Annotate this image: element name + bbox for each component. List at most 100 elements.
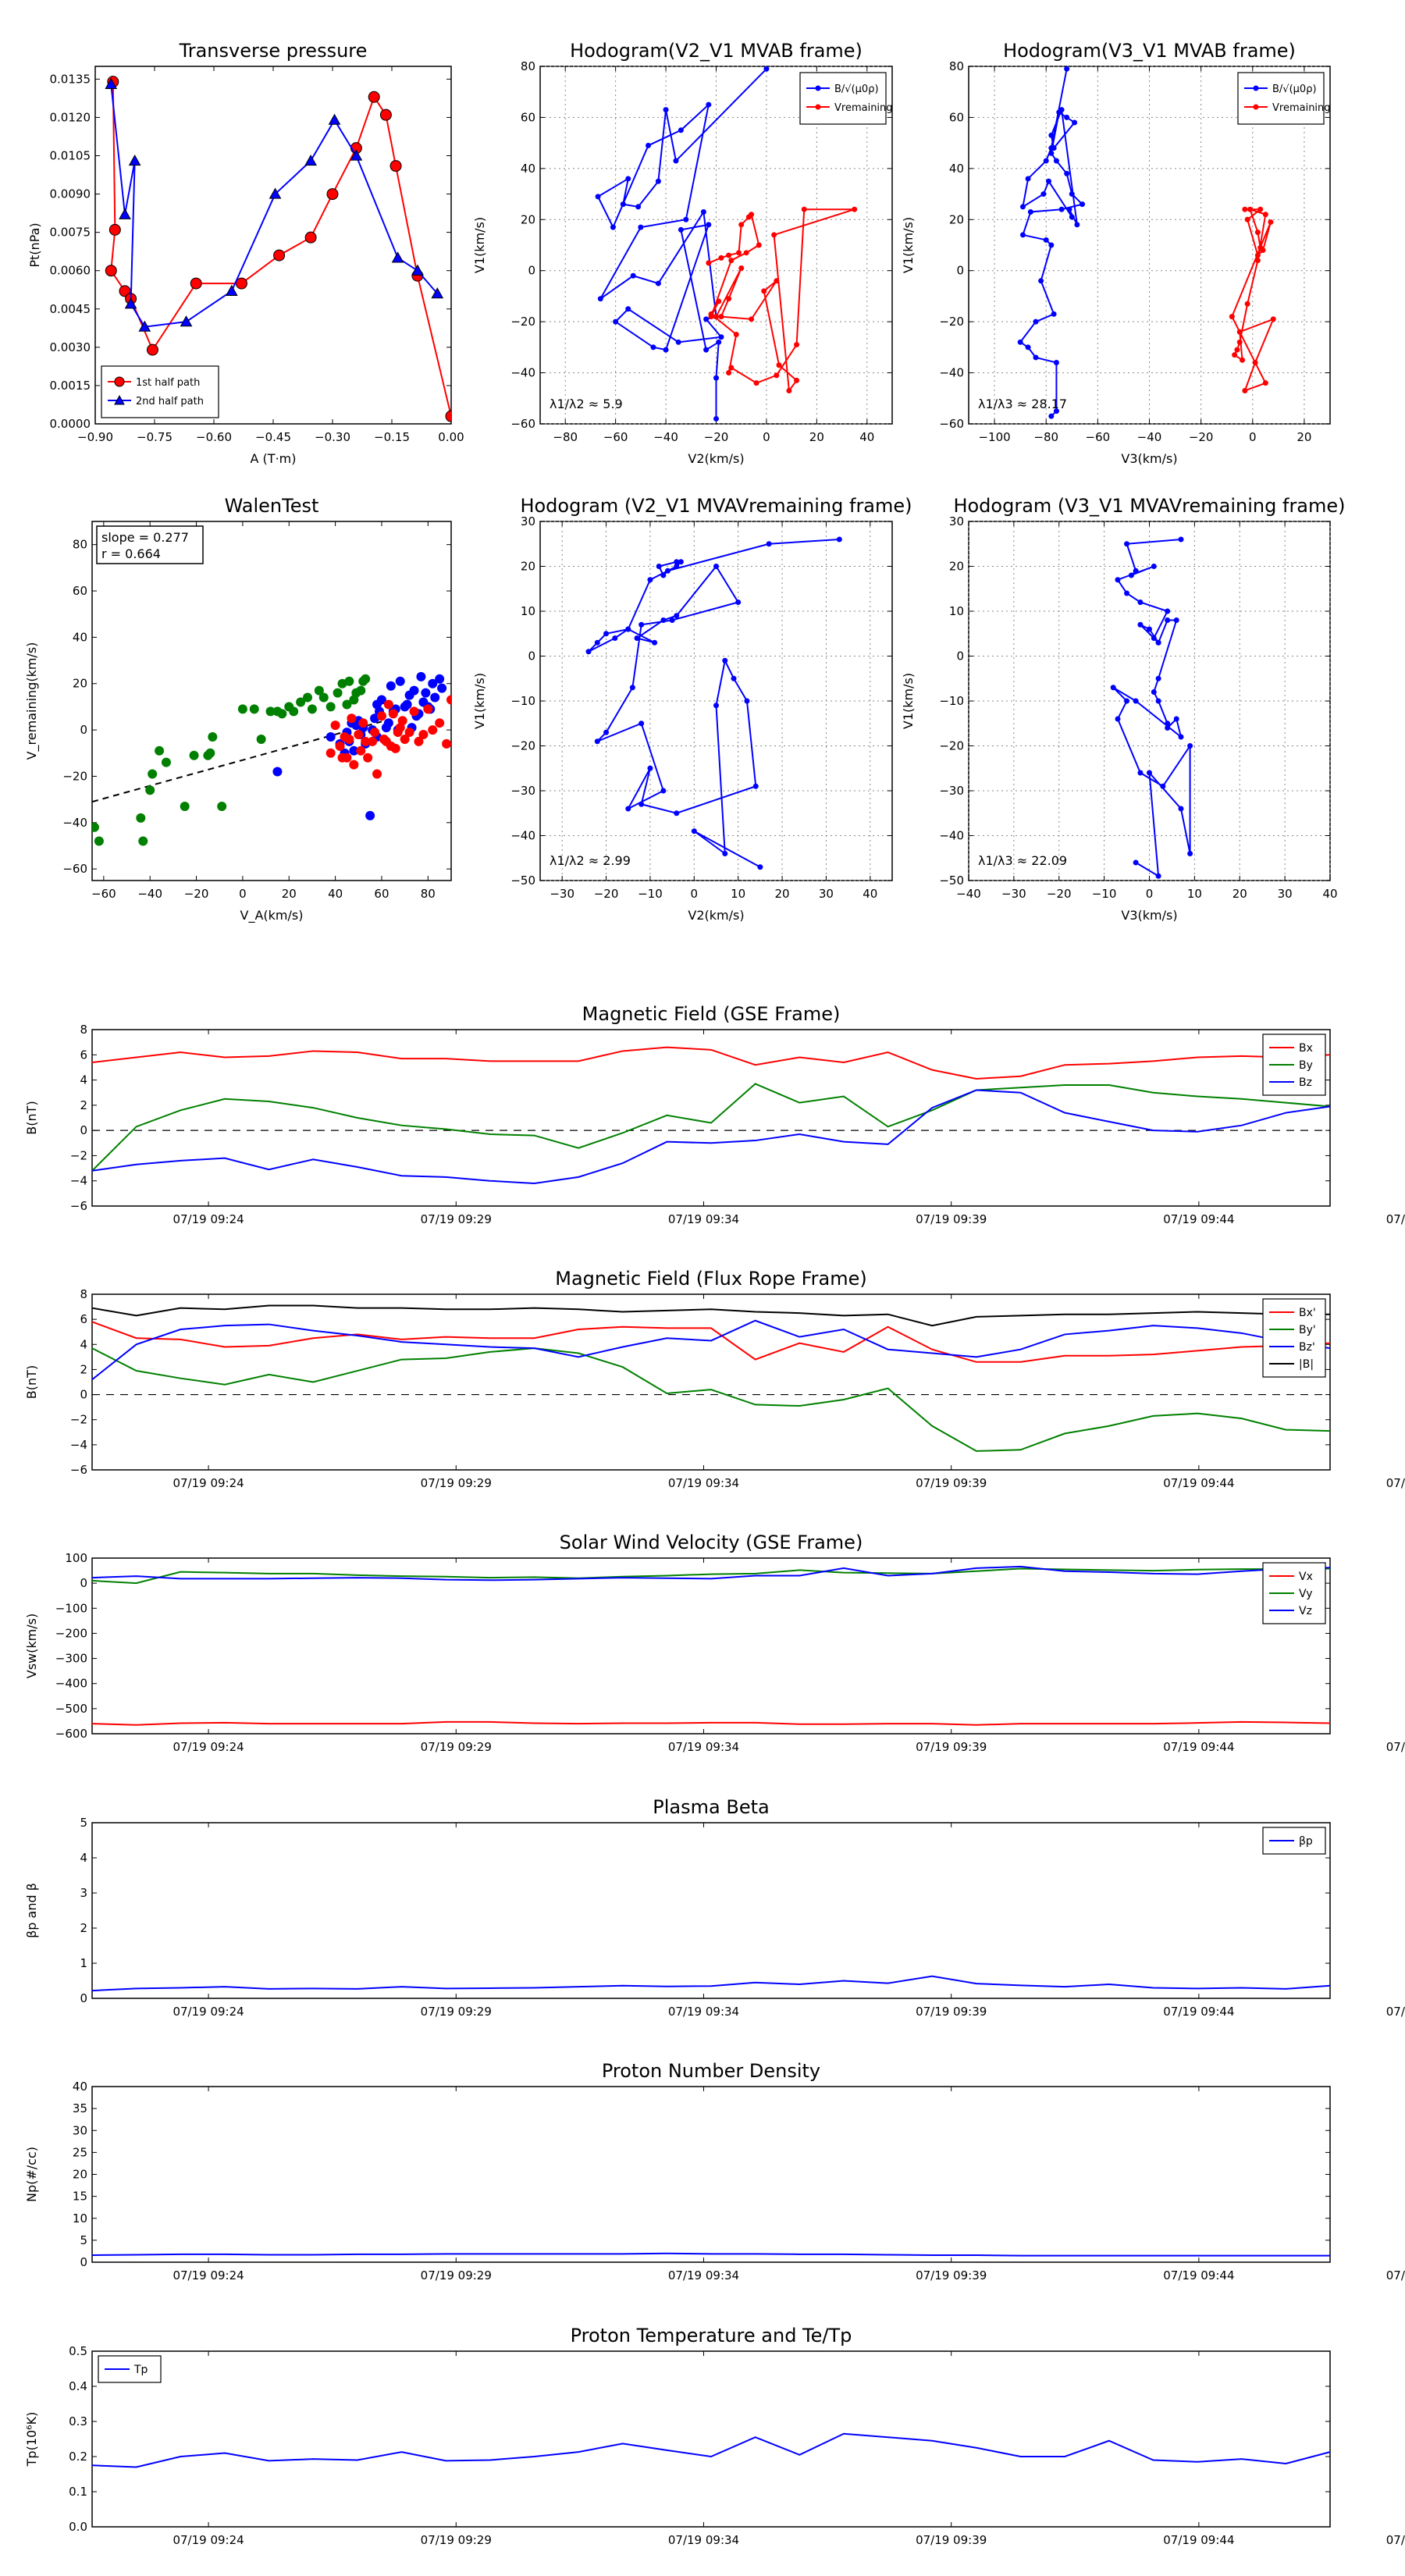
legend-label: Bx <box>1299 1042 1313 1055</box>
legend-marker <box>815 104 821 110</box>
data-point <box>304 231 317 244</box>
data-point <box>726 370 732 376</box>
data-point <box>663 347 669 353</box>
x-tick-label: 07/19 09:29 <box>421 2268 492 2282</box>
y-tick-label: −4 <box>70 1438 87 1452</box>
data-point <box>706 222 712 228</box>
data-point <box>625 626 631 632</box>
data-point <box>638 801 645 807</box>
data-point <box>416 671 426 681</box>
y-tick-label: −20 <box>939 739 964 753</box>
chart-title: Magnetic Field (GSE Frame) <box>582 1003 841 1025</box>
legend-label: By' <box>1299 1324 1316 1336</box>
chart-beta: Plasma Beta 0 1 2 3 4 5 07/19 09:24 07/19 09:29 0… <box>24 1796 1405 2019</box>
data-point <box>722 851 728 856</box>
data-point <box>361 736 371 746</box>
y-tick-label: −2 <box>70 1413 87 1427</box>
data-point <box>713 314 719 320</box>
data-point <box>146 343 158 356</box>
x-tick-label: −30 <box>550 887 574 901</box>
x-tick-label: −40 <box>137 887 162 901</box>
data-point <box>402 699 412 710</box>
data-point <box>738 222 745 228</box>
data-point <box>776 362 782 368</box>
plot-frame <box>91 1293 1331 1471</box>
y-tick-label: 20 <box>73 677 87 691</box>
y-tick-label: 4 <box>80 1073 87 1087</box>
data-point <box>638 720 645 727</box>
data-point <box>656 564 662 569</box>
data-point <box>349 745 359 756</box>
data-point <box>660 617 667 623</box>
y-tick-label: 40 <box>73 2080 87 2094</box>
data-point <box>1165 617 1171 623</box>
data-point <box>307 704 317 714</box>
data-point <box>1254 252 1261 258</box>
data-point <box>756 242 762 248</box>
y-tick-label: 40 <box>521 162 535 176</box>
data-point <box>691 828 697 834</box>
series-line-0 <box>91 2252 1330 2257</box>
x-tick-label: −30 <box>1001 887 1026 901</box>
y-tick-label: −200 <box>55 1626 87 1640</box>
data-point <box>442 738 451 749</box>
data-point <box>749 316 755 322</box>
data-point <box>753 380 759 386</box>
x-tick-label: −0.90 <box>77 430 113 444</box>
data-point <box>1019 204 1026 210</box>
data-point <box>1151 564 1157 569</box>
data-point <box>335 741 345 751</box>
data-point <box>383 699 393 710</box>
data-point <box>1137 621 1144 628</box>
data-point <box>389 160 402 173</box>
y-axis-label: Vsw(km/s) <box>24 1614 39 1678</box>
x-tick-label: 20 <box>775 887 790 901</box>
data-point <box>409 706 419 717</box>
data-point <box>594 639 600 646</box>
data-point <box>801 206 807 212</box>
x-tick-label: 07/19 09:39 <box>916 2533 987 2547</box>
legend-label: Vremaining <box>1272 102 1331 114</box>
y-tick-label: 20 <box>949 560 964 574</box>
y-tick-label: 0.0000 <box>50 417 91 431</box>
y-tick-label: 4 <box>80 1851 87 1865</box>
legend-box <box>799 72 887 125</box>
legend-label: βp <box>1299 1835 1313 1848</box>
x-tick-label: 60 <box>374 887 389 901</box>
data-point <box>722 657 728 664</box>
legend-label: B/√(μ0ρ) <box>834 84 879 95</box>
data-point <box>145 785 155 795</box>
data-point <box>414 736 424 746</box>
y-tick-label: 4 <box>80 1337 87 1351</box>
data-point <box>794 377 800 383</box>
y-tick-label: 0 <box>528 649 535 664</box>
x-tick-label: 07/19 09:29 <box>421 1212 492 1226</box>
data-point <box>128 155 141 166</box>
data-point <box>124 297 137 309</box>
data-point <box>208 732 218 742</box>
data-point <box>1178 806 1184 812</box>
data-point <box>326 188 339 201</box>
chart-title: Hodogram(V3_V1 MVAB frame) <box>1003 40 1296 62</box>
y-tick-label: 40 <box>949 162 964 176</box>
y-axis-label: V_remaining(km/s) <box>24 642 40 760</box>
data-point <box>180 315 193 327</box>
data-point <box>1160 783 1166 789</box>
data-point <box>1151 689 1157 695</box>
x-axis-label: V_A(km/s) <box>240 908 304 923</box>
data-point <box>383 718 393 728</box>
x-tick-label: −10 <box>1092 887 1117 901</box>
y-tick-label: 0.4 <box>69 2379 87 2393</box>
y-tick-label: 5 <box>80 1816 87 1830</box>
data-point <box>1074 222 1080 228</box>
data-point <box>249 704 259 714</box>
series-line-1 <box>1231 208 1275 393</box>
chart-wt: −60 −40 −20 0 20 40 60 80 −60 −40 −20 0 20 40 60 80 V_A(… <box>24 521 451 923</box>
data-point <box>342 699 352 710</box>
data-point <box>277 709 287 719</box>
data-point <box>660 788 667 794</box>
data-point <box>1133 568 1139 574</box>
legend-label: Vz <box>1299 1605 1312 1617</box>
y-tick-label: −400 <box>55 1677 87 1691</box>
y-tick-label: 2 <box>80 1098 87 1112</box>
